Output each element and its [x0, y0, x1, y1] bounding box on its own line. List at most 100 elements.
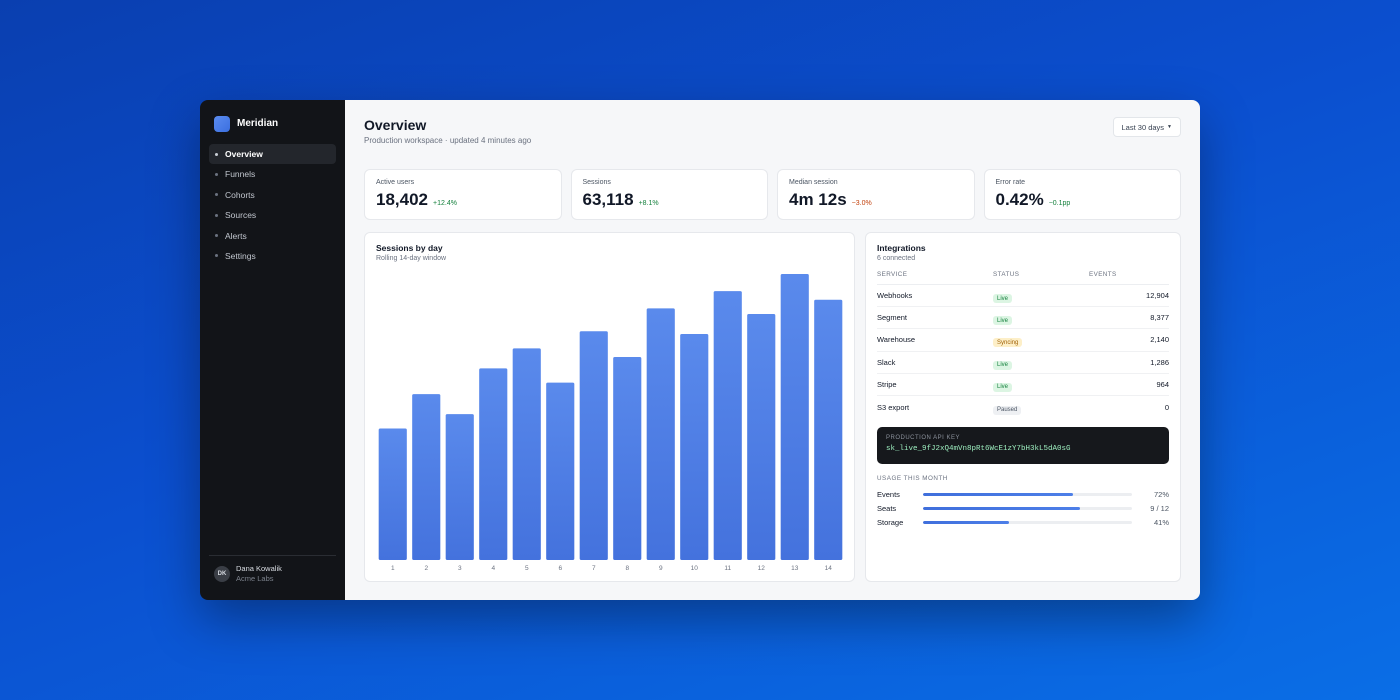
status-cell: Live: [993, 309, 1089, 327]
service-name: Webhooks: [877, 291, 913, 301]
sessions-chart-card: 1 2 3 4 5 6 7 8 9 10 11 12 13 14 Sessions by day Roll…: [364, 232, 855, 582]
page-subtitle: Production workspace · updated 4 minutes…: [364, 136, 532, 145]
avatar: DK: [214, 565, 230, 582]
kpi-value-row: 0.42% −0.1pp: [996, 190, 1170, 210]
x-tick-label: 7: [592, 565, 596, 572]
bar-day-12[interactable]: [747, 314, 776, 560]
kpi-row: Active users 18,402 +12.4% Sessions 63,118 +8…: [364, 169, 1181, 220]
bar-day-4[interactable]: [479, 368, 508, 560]
sidebar-item-label: Funnels: [225, 169, 256, 180]
usage-progress-fill: [923, 506, 1080, 510]
table-row[interactable]: Webhooks Live 12,904: [877, 285, 1169, 308]
kpi-card: Active users 18,402 +12.4%: [364, 169, 562, 220]
kpi-card: Sessions 63,118 +8.1%: [570, 169, 768, 220]
bar-day-13[interactable]: [780, 274, 809, 560]
x-tick-label: 2: [424, 565, 428, 572]
bar-day-8[interactable]: [613, 356, 642, 560]
api-key-value[interactable]: sk_live_9fJ2xQ4mVn8pRt6WcE1zY7bH3kL5dA0s…: [886, 445, 1071, 453]
kpi-value: 18,402: [376, 190, 428, 209]
usage-value: 72%: [1153, 489, 1169, 499]
sidebar-nav: Overview Funnels Cohorts Sources Alerts Setti…: [209, 144, 336, 266]
chart-title: Sessions by day: [376, 243, 443, 253]
usage-label: Storage: [877, 517, 904, 527]
sidebar-item-label: Cohorts: [225, 189, 255, 200]
sidebar-item-settings[interactable]: Settings: [209, 246, 336, 266]
status-badge: Live: [993, 294, 1013, 304]
user-profile[interactable]: DK Dana Kowalik Acme Labs: [209, 555, 336, 583]
kpi-label: Active users: [376, 179, 415, 186]
events-count: 0: [1164, 402, 1169, 412]
integrations-title: Integrations: [877, 243, 926, 253]
column-header-status[interactable]: STATUS: [993, 271, 1020, 278]
api-key-label: PRODUCTION API KEY: [886, 435, 961, 441]
table-row[interactable]: Stripe Live 964: [877, 374, 1169, 396]
service-name: Slack: [877, 357, 896, 367]
kpi-delta: +8.1%: [638, 200, 659, 207]
column-header-service[interactable]: SERVICE: [877, 271, 908, 278]
kpi-delta: −0.1pp: [1048, 200, 1071, 207]
bar-day-5[interactable]: [512, 348, 541, 560]
x-tick-label: 13: [791, 565, 799, 572]
kpi-label: Sessions: [582, 179, 611, 186]
kpi-delta: −3.0%: [851, 200, 872, 207]
bullet-icon: [215, 152, 218, 156]
table-row[interactable]: Warehouse Syncing 2,140: [877, 329, 1169, 352]
x-tick-label: 10: [691, 565, 699, 572]
events-count: 2,140: [1150, 335, 1169, 345]
sidebar-item-cohorts[interactable]: Cohorts: [209, 185, 336, 205]
bar-day-10[interactable]: [680, 334, 709, 560]
status-badge: Live: [993, 360, 1013, 370]
brand[interactable]: Meridian: [209, 115, 336, 132]
bar-day-2[interactable]: [412, 394, 441, 560]
integrations-table-body: Webhooks Live 12,904 Segment Live 8,377 Wareho…: [877, 285, 1169, 418]
bar-day-3[interactable]: [445, 414, 474, 560]
usage-item: Events 72%: [877, 487, 1169, 501]
sidebar-item-label: Settings: [225, 250, 256, 261]
bullet-icon: [215, 193, 218, 197]
integrations-subtitle: 6 connected: [877, 255, 916, 262]
sidebar-item-overview[interactable]: Overview: [209, 144, 336, 164]
usage-progress-track: [923, 520, 1132, 524]
status-badge: Live: [993, 316, 1013, 326]
x-tick-label: 4: [491, 565, 495, 572]
bar-day-14[interactable]: [814, 299, 843, 560]
table-row[interactable]: S3 export Paused 0: [877, 396, 1169, 418]
bullet-icon: [215, 213, 218, 217]
events-count: 1,286: [1150, 357, 1169, 367]
x-tick-label: 5: [525, 565, 529, 572]
meridian-logo-icon: [214, 115, 230, 132]
kpi-label: Median session: [789, 179, 838, 186]
main-content: Overview Production workspace · updated …: [345, 100, 1200, 600]
bar-day-11[interactable]: [713, 291, 742, 560]
usage-label: Events: [877, 489, 900, 499]
app-name: Meridian: [237, 118, 279, 129]
sidebar-item-label: Overview: [225, 149, 263, 159]
sidebar-item-funnels[interactable]: Funnels: [209, 164, 336, 184]
kpi-value-row: 4m 12s −3.0%: [789, 190, 963, 210]
user-name: Dana Kowalik: [236, 564, 282, 573]
status-cell: Live: [993, 375, 1089, 393]
usage-progress-track: [923, 492, 1132, 496]
table-row[interactable]: Segment Live 8,377: [877, 307, 1169, 330]
status-cell: Live: [993, 353, 1089, 371]
sidebar: Meridian Overview Funnels Cohorts Sources Al…: [200, 100, 345, 600]
date-range-dropdown[interactable]: Last 30 days ▼: [1112, 117, 1181, 137]
api-key-box[interactable]: PRODUCTION API KEY sk_live_9fJ2xQ4mVn8pR…: [877, 427, 1169, 464]
column-header-events[interactable]: EVENTS: [1089, 271, 1117, 278]
bullet-icon: [215, 172, 218, 176]
bar-day-6[interactable]: [546, 382, 575, 560]
bar-day-9[interactable]: [646, 308, 675, 560]
kpi-value: 4m 12s: [789, 190, 847, 209]
service-name: Warehouse: [877, 335, 916, 345]
caret-down-icon: ▼: [1167, 124, 1172, 130]
chart-subtitle: Rolling 14-day window: [376, 255, 447, 262]
usage-progress-fill: [923, 492, 1074, 496]
bullet-icon: [215, 254, 218, 258]
bar-day-7[interactable]: [579, 331, 608, 560]
sidebar-item-sources[interactable]: Sources: [209, 205, 336, 225]
bar-day-1[interactable]: [378, 428, 407, 560]
table-row[interactable]: Slack Live 1,286: [877, 352, 1169, 374]
integrations-table-header: SERVICE STATUS EVENTS: [877, 271, 1169, 285]
sidebar-item-alerts[interactable]: Alerts: [209, 226, 336, 246]
kpi-card: Median session 4m 12s −3.0%: [777, 169, 975, 220]
